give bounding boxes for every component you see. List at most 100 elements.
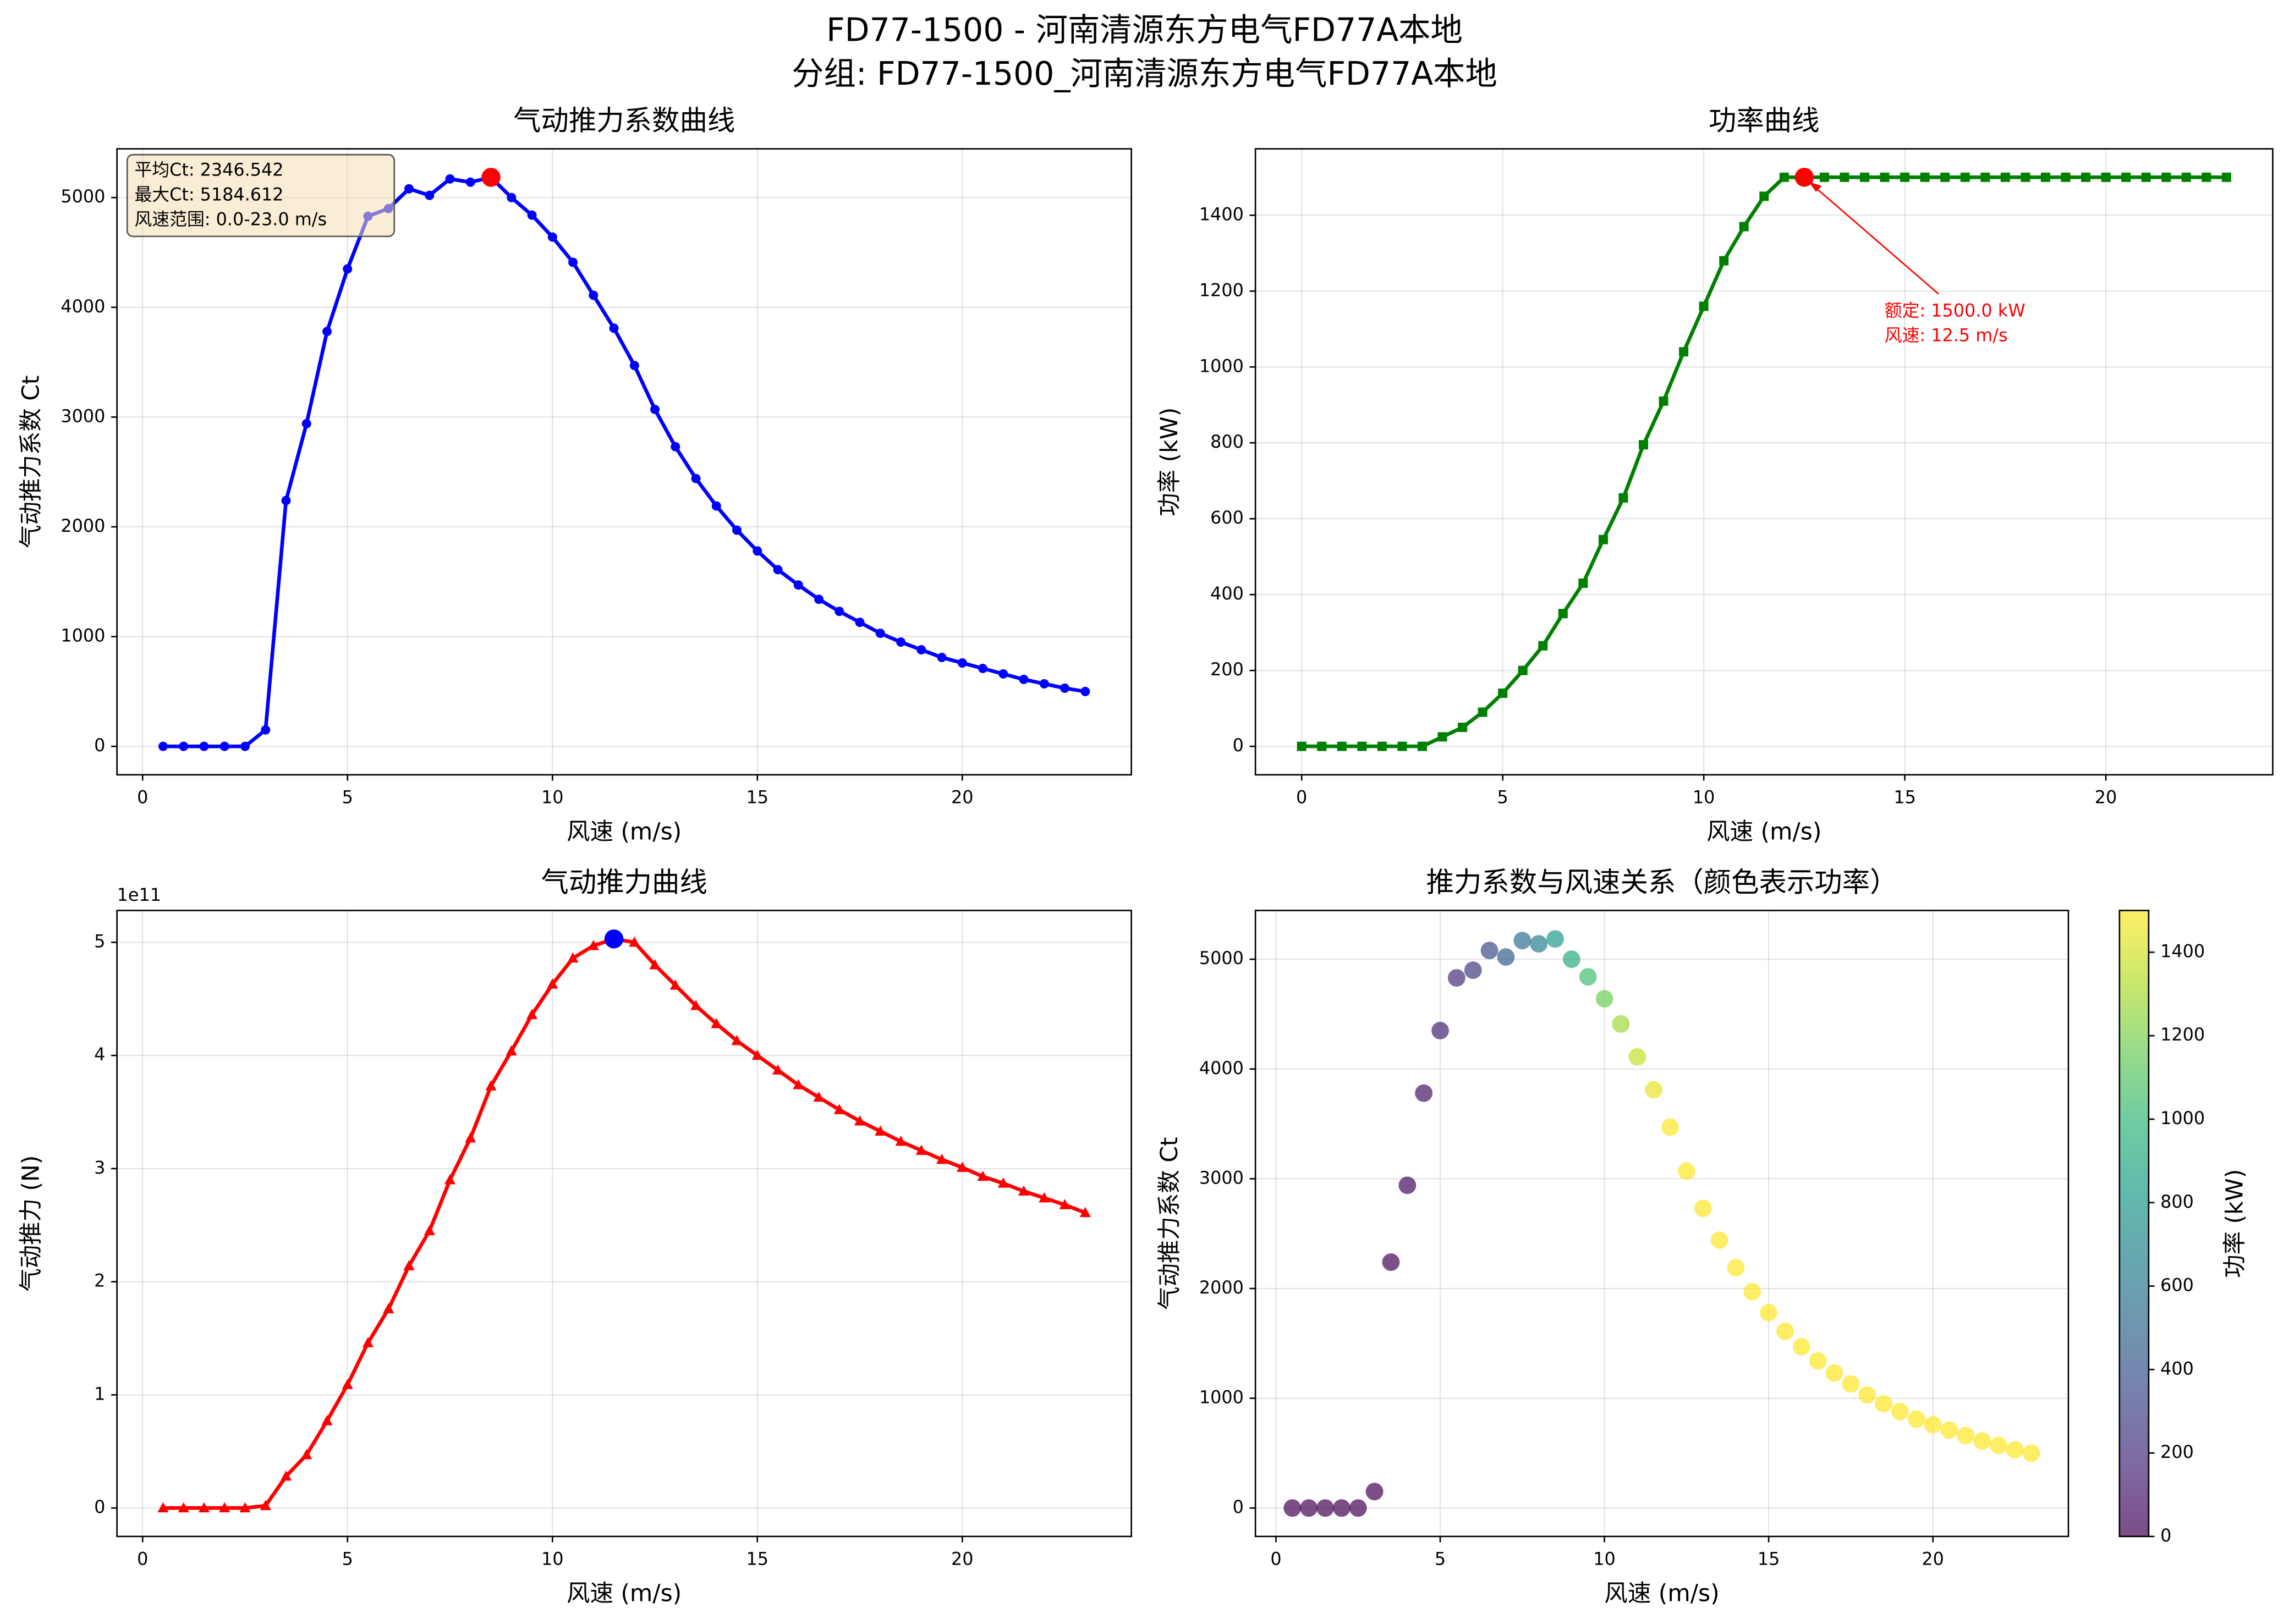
- scatter-point: [1858, 1386, 1876, 1404]
- marker: [1618, 493, 1628, 503]
- marker: [198, 1502, 210, 1513]
- x-tick-label: 15: [746, 786, 769, 807]
- scatter-point: [1349, 1499, 1367, 1517]
- marker: [1039, 679, 1049, 689]
- marker: [301, 1449, 312, 1460]
- marker: [1578, 578, 1588, 588]
- marker: [711, 501, 721, 511]
- marker: [2061, 172, 2071, 182]
- marker: [1079, 1207, 1091, 1218]
- text-box-line: 平均Ct: 2346.542: [134, 159, 283, 180]
- marker: [1779, 172, 1789, 182]
- scatter-point: [1661, 1118, 1679, 1136]
- x-tick-label: 5: [1497, 786, 1508, 807]
- marker: [1060, 683, 1070, 693]
- marker: [568, 257, 578, 267]
- marker: [403, 1260, 415, 1270]
- scatter-point: [1973, 1432, 1991, 1450]
- marker: [2121, 172, 2131, 182]
- text-box-line: 风速范围: 0.0-23.0 m/s: [134, 209, 327, 230]
- x-axis-label: 风速 (m/s): [1706, 818, 1821, 845]
- marker: [1920, 172, 1930, 182]
- data-line: [163, 937, 1086, 1510]
- marker: [281, 496, 291, 505]
- scatter-point: [1809, 1352, 1827, 1370]
- marker: [178, 1502, 189, 1513]
- marker: [1397, 741, 1407, 751]
- marker: [404, 184, 414, 194]
- marker: [1059, 1199, 1071, 1209]
- marker: [2202, 172, 2211, 182]
- scatter-point: [1727, 1259, 1745, 1276]
- marker: [753, 546, 762, 556]
- scatter-point: [1710, 1231, 1728, 1249]
- marker: [1337, 741, 1347, 751]
- marker: [343, 264, 353, 274]
- scatter-point: [1562, 950, 1580, 968]
- marker: [2040, 172, 2050, 182]
- marker: [896, 637, 906, 647]
- plot-area: [117, 910, 1132, 1537]
- marker: [424, 1225, 435, 1236]
- marker: [1377, 741, 1387, 751]
- annotation-text: 风速: 12.5 m/s: [1885, 325, 2008, 346]
- x-tick-label: 15: [746, 1548, 769, 1569]
- marker: [915, 1144, 927, 1155]
- marker: [1960, 172, 1970, 182]
- y-tick-label: 3000: [1199, 1167, 1244, 1188]
- marker: [2021, 172, 2030, 182]
- chart-title: 气动推力曲线: [541, 866, 707, 898]
- colorbar-tick-label: 1200: [2160, 1024, 2205, 1045]
- marker: [2141, 172, 2151, 182]
- marker: [1900, 172, 1910, 182]
- marker: [239, 1502, 251, 1513]
- marker: [916, 645, 926, 655]
- marker: [2101, 172, 2111, 182]
- scatter-point: [1677, 1162, 1695, 1180]
- marker: [219, 741, 229, 751]
- marker: [793, 1079, 804, 1089]
- colorbar-tick-label: 1400: [2160, 940, 2205, 961]
- marker: [793, 580, 803, 590]
- y-tick-label: 4: [94, 1044, 105, 1065]
- marker: [199, 741, 209, 751]
- marker: [261, 725, 271, 735]
- marker: [957, 1161, 968, 1172]
- marker: [1639, 440, 1648, 450]
- text-box-line: 最大Ct: 5184.612: [134, 184, 283, 205]
- plot-area: [1255, 910, 2068, 1537]
- marker: [629, 361, 639, 371]
- marker: [383, 1303, 394, 1313]
- x-tick-label: 5: [1435, 1548, 1446, 1569]
- y-tick-label: 0: [94, 735, 105, 756]
- marker: [179, 741, 189, 751]
- scatter-point: [1415, 1084, 1433, 1102]
- y-tick-label: 400: [1210, 583, 1244, 604]
- scatter-point: [1300, 1499, 1318, 1517]
- marker: [2161, 172, 2171, 182]
- marker: [833, 1104, 845, 1114]
- marker: [1880, 172, 1890, 182]
- axes-frame: [116, 910, 1132, 1538]
- scatter-point: [1595, 990, 1613, 1008]
- marker: [2081, 172, 2091, 182]
- marker: [875, 629, 885, 638]
- marker: [650, 404, 660, 414]
- marker: [854, 1115, 866, 1126]
- scatter-point: [1760, 1303, 1778, 1322]
- marker: [1940, 172, 1950, 182]
- marker: [1558, 609, 1568, 619]
- scatter-point: [1825, 1364, 1843, 1382]
- marker: [1437, 732, 1447, 742]
- marker: [1518, 665, 1528, 675]
- annotation-text: 额定: 1500.0 kW: [1885, 300, 2025, 321]
- y-tick-label: 1000: [61, 625, 105, 646]
- marker: [1498, 689, 1508, 698]
- x-tick-label: 0: [1296, 786, 1307, 807]
- marker: [1297, 741, 1307, 751]
- x-tick-label: 15: [1758, 1548, 1780, 1569]
- colorbar-tick-label: 600: [2160, 1275, 2194, 1296]
- scatter-point: [2022, 1444, 2040, 1462]
- x-tick-label: 20: [2095, 786, 2117, 807]
